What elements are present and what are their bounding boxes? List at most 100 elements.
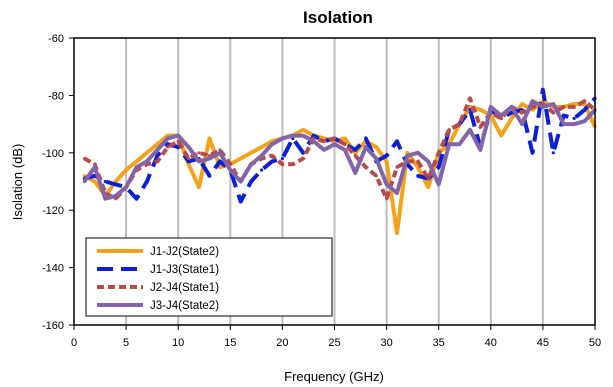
data-point — [187, 156, 191, 161]
y-tick-label: -140 — [42, 263, 64, 275]
y-tick-label: -60 — [48, 33, 64, 45]
data-point — [562, 122, 566, 126]
data-point — [322, 139, 326, 143]
data-point — [259, 154, 264, 158]
data-point — [207, 156, 212, 161]
data-point — [447, 142, 451, 146]
legend-label: J1-J2(State2) — [150, 246, 219, 258]
data-point — [239, 199, 243, 204]
data-point — [437, 151, 441, 155]
data-point — [176, 139, 180, 143]
data-point — [259, 168, 264, 172]
y-axis-title: Isolation (dB) — [10, 144, 25, 221]
x-tick-label: 25 — [328, 337, 340, 349]
data-point — [332, 142, 337, 146]
data-point — [82, 179, 87, 184]
data-point — [218, 148, 222, 152]
data-point — [343, 148, 347, 152]
data-point — [187, 162, 191, 166]
data-point — [239, 156, 243, 161]
data-point — [155, 142, 159, 146]
legend: J1-J2(State2) J1-J3(State1) J2-J4(State1) J… — [85, 237, 333, 317]
data-point — [103, 197, 107, 201]
x-tick-label: 10 — [172, 337, 184, 349]
data-point — [478, 148, 482, 152]
data-point — [582, 99, 587, 103]
data-point — [166, 145, 170, 149]
data-point — [353, 171, 357, 175]
data-point — [582, 119, 587, 123]
data-point — [187, 159, 191, 164]
data-point — [145, 151, 149, 155]
data-point — [437, 182, 441, 186]
x-tick-label: 20 — [276, 337, 288, 349]
data-point — [197, 185, 201, 189]
data-point — [551, 111, 555, 115]
data-point — [499, 133, 503, 138]
data-point — [187, 145, 191, 149]
series-lines — [82, 87, 597, 236]
data-point — [93, 165, 97, 169]
data-point — [291, 162, 295, 166]
data-point — [218, 165, 222, 169]
data-point — [280, 162, 284, 166]
data-point — [582, 108, 587, 112]
data-point — [155, 159, 159, 164]
data-point — [374, 145, 378, 149]
data-point — [385, 154, 389, 158]
data-point — [155, 148, 159, 152]
data-point — [405, 154, 410, 158]
data-point — [249, 179, 253, 184]
data-point — [478, 125, 482, 129]
data-point — [176, 133, 180, 138]
data-point — [572, 116, 576, 120]
data-point — [478, 108, 482, 112]
axis-ticks: 0 5 10 15 20 25 30 35 40 45 50 -160 -140 -120 -100 -80 -… — [42, 33, 601, 349]
data-point — [572, 102, 576, 106]
data-point — [249, 162, 253, 166]
legend-items: J1-J2(State2) J1-J3(State1) J2-J4(State1) J… — [97, 246, 219, 312]
data-point — [416, 151, 420, 155]
data-point — [416, 174, 420, 178]
data-point — [312, 139, 316, 143]
data-point — [114, 194, 118, 198]
data-point — [572, 105, 576, 109]
data-point — [134, 165, 139, 169]
y-tick-label: -160 — [42, 320, 64, 332]
data-point — [520, 111, 524, 115]
y-tick-label: -120 — [42, 205, 64, 217]
data-point — [562, 113, 566, 118]
data-point — [114, 182, 118, 186]
x-tick-label: 45 — [537, 337, 549, 349]
legend-label: J3-J4(State2) — [150, 300, 219, 312]
y-tick-label: -80 — [48, 90, 64, 102]
legend-label: J1-J3(State1) — [150, 264, 219, 276]
data-point — [374, 174, 378, 178]
x-tick-label: 40 — [485, 337, 497, 349]
data-point — [134, 159, 139, 164]
data-point — [541, 88, 545, 92]
data-point — [270, 142, 274, 146]
data-point — [416, 159, 420, 164]
data-point — [343, 142, 347, 146]
data-point — [197, 159, 201, 164]
data-point — [395, 139, 399, 143]
data-point — [93, 162, 97, 166]
data-point — [82, 156, 87, 161]
data-point — [520, 122, 524, 126]
data-point — [249, 151, 253, 155]
data-point — [207, 174, 212, 178]
x-tick-label: 35 — [433, 337, 445, 349]
data-point — [562, 105, 566, 109]
data-point — [301, 151, 305, 155]
data-point — [426, 177, 430, 181]
data-point — [270, 159, 274, 164]
series-line — [82, 99, 597, 201]
series-line — [83, 96, 597, 201]
data-point — [312, 133, 316, 138]
data-point — [499, 116, 503, 120]
data-point — [510, 116, 514, 120]
data-point — [145, 179, 149, 184]
data-point — [353, 151, 357, 155]
x-tick-label: 5 — [123, 337, 129, 349]
